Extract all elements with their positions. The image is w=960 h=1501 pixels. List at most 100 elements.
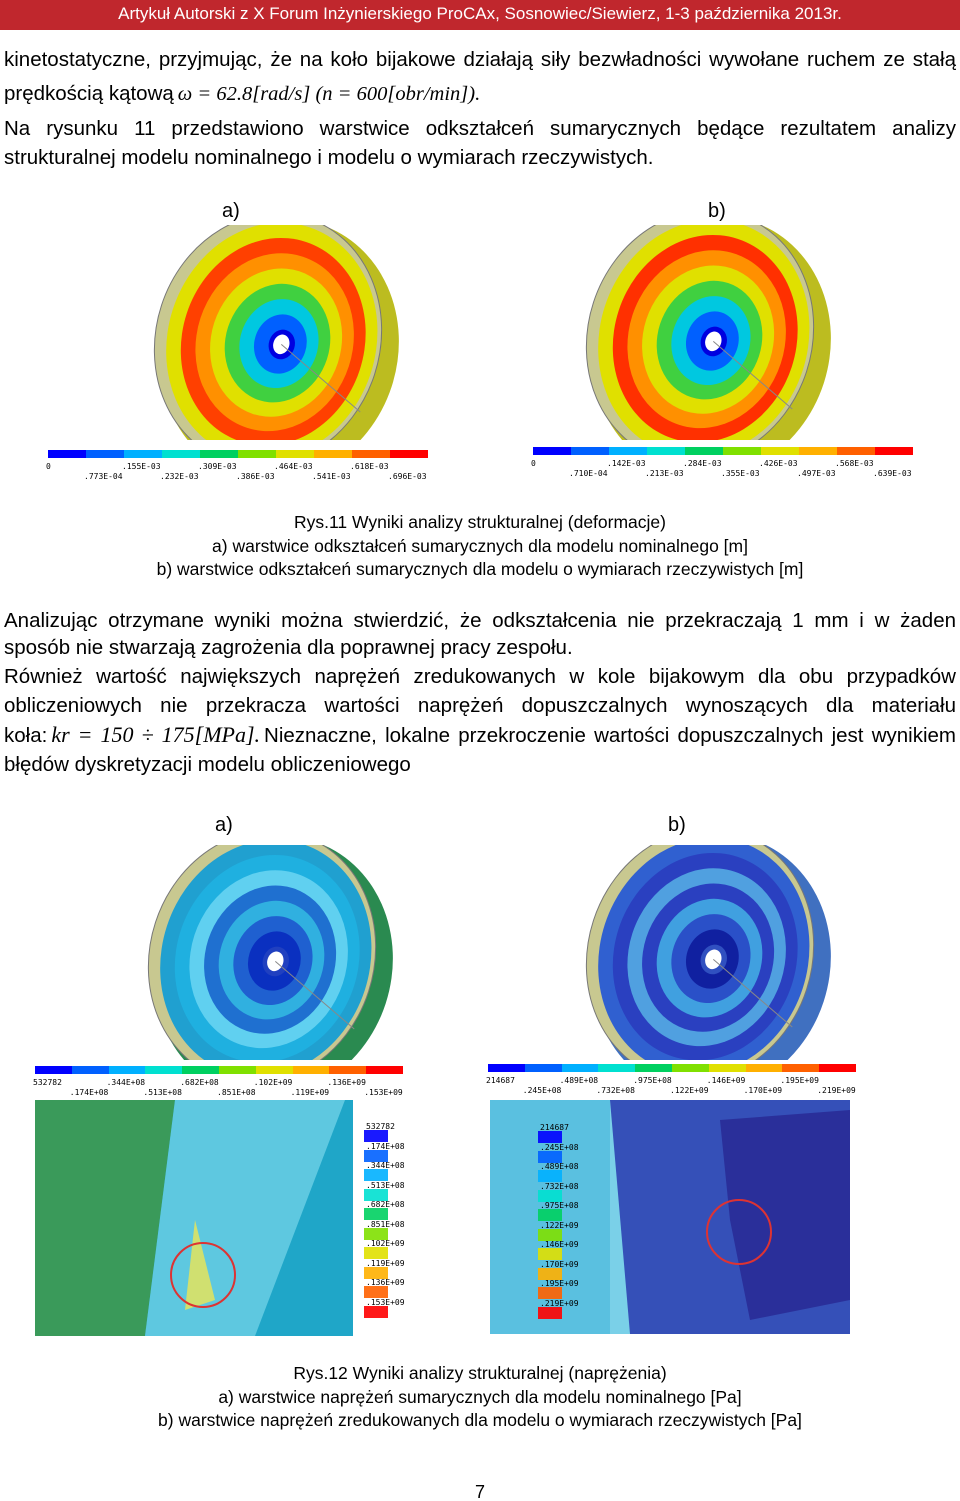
legend-label: .245E+08 (522, 1086, 562, 1095)
legend-swatch (364, 1247, 388, 1259)
legend-label: .851E+08 (217, 1088, 256, 1097)
paragraph-text: kinetostatyczne, przyjmując, że na koło … (4, 48, 956, 105)
legend-swatch (364, 1130, 388, 1142)
legend-label: .489E+08 (540, 1162, 579, 1171)
legend-swatch (124, 450, 162, 458)
render-shape (712, 958, 793, 1028)
legend-label: .146E+09 (706, 1076, 746, 1085)
legend-swatch (533, 447, 571, 455)
legend-label: .245E+08 (540, 1142, 579, 1152)
legend-swatch (524, 1064, 562, 1072)
legend-swatch (364, 1149, 388, 1162)
legend-swatch (538, 1306, 562, 1319)
formula: ω = 62.8[rad/s] (n = 600[obr/min]). (177, 83, 481, 105)
legend-label: .170E+09 (540, 1259, 579, 1269)
panel-label: b) (668, 814, 686, 836)
caption-line: Rys.12 Wyniki analizy strukturalnej (nap… (293, 1363, 667, 1383)
legend-swatch (598, 1064, 636, 1072)
legend-label: .122E+09 (670, 1086, 709, 1095)
legend-swatch (364, 1169, 388, 1181)
legend-swatch (875, 447, 913, 455)
legend-swatch (255, 1066, 293, 1074)
legend-label: .975E+08 (540, 1201, 579, 1210)
legend-swatch (609, 447, 647, 455)
legend-swatch (86, 450, 124, 458)
legend-label: 214687 (540, 1123, 569, 1132)
legend-swatch (761, 447, 799, 455)
legend-swatch (145, 1066, 183, 1074)
panel-label: a) (222, 200, 240, 222)
legend-swatch (48, 450, 86, 458)
paragraph: Analizując otrzymane wyniki można stwier… (4, 609, 956, 659)
legend-label: .386E-03 (236, 472, 275, 481)
paragraph: Również wartość największych naprężeń zr… (4, 662, 956, 779)
legend-swatch (647, 447, 685, 455)
legend-swatch (538, 1228, 562, 1241)
render-shape (273, 334, 290, 355)
legend-label: 0 (46, 462, 51, 471)
legend-label: .682E+08 (366, 1200, 405, 1209)
legend-label: .541E-03 (312, 472, 351, 481)
legend-label: .489E+08 (559, 1076, 599, 1085)
paragraph-text: Nieznaczne, lokalne przekroczenie wartoś… (4, 724, 956, 776)
paragraph: kinetostatyczne, przyjmując, że na koło … (4, 43, 956, 111)
legend-swatch (708, 1064, 746, 1072)
legend-label: .618E-03 (350, 462, 389, 471)
legend-label: .153E+09 (364, 1088, 403, 1097)
legend-swatch (219, 1066, 256, 1074)
page-number: 7 (474, 1482, 485, 1501)
legend-label: .155E-03 (122, 462, 161, 471)
legend-label: .122E+09 (540, 1220, 579, 1230)
legend-swatch (364, 1286, 388, 1298)
legend-swatch (538, 1248, 562, 1260)
render-shape (274, 960, 355, 1030)
render-shape (267, 951, 284, 972)
legend-label: .710E-04 (569, 469, 608, 478)
formula: kr = 150 ÷ 175[MPa]. (51, 722, 261, 747)
legend-swatch (571, 447, 609, 455)
render-shape (712, 340, 793, 410)
render-shape (280, 343, 361, 413)
legend-label: .568E-03 (835, 459, 874, 468)
legend-swatch (819, 1064, 856, 1072)
legend-label: .344E+08 (366, 1161, 405, 1170)
legend-swatch (352, 450, 390, 458)
legend-swatch (488, 1064, 525, 1072)
legend-label: .174E+08 (69, 1088, 109, 1097)
legend-label: .102E+09 (253, 1078, 293, 1087)
legend-swatch (364, 1208, 388, 1220)
wheel-render (153, 225, 399, 440)
legend-label: .284E-03 (683, 459, 722, 468)
legend-swatch (538, 1150, 562, 1163)
legend-swatch (837, 447, 875, 455)
legend-label: .773E-04 (84, 472, 123, 481)
wheel-render (585, 845, 831, 1060)
legend-swatch (292, 1066, 330, 1074)
caption-line: a) warstwice odkształceń sumarycznych dl… (212, 535, 748, 556)
legend-swatch (799, 447, 837, 455)
legend-label: .426E-03 (759, 459, 798, 468)
legend-swatch (162, 450, 200, 458)
legend-swatch (238, 450, 276, 458)
legend-label: .732E+08 (540, 1181, 579, 1191)
figure-images (153, 225, 831, 440)
legend-label: .497E-03 (797, 469, 836, 478)
legend-label: .732E+08 (596, 1086, 635, 1095)
legend-swatch (561, 1064, 599, 1072)
legend-label: .153E+09 (366, 1297, 405, 1307)
figure-images (147, 845, 831, 1060)
legend-swatch (314, 450, 352, 458)
legend-label: .146E+09 (540, 1240, 579, 1249)
legend-label: .344E+08 (106, 1078, 146, 1087)
legend-swatch (108, 1066, 146, 1074)
legend-label: .119E+09 (290, 1088, 330, 1097)
panel-label: b) (708, 200, 726, 222)
legend-label: .513E+08 (366, 1180, 405, 1190)
legend-label: .174E+08 (366, 1141, 405, 1151)
legend-label: 214687 (486, 1076, 515, 1085)
header-bar (0, 0, 960, 30)
legend-label: .219E+09 (540, 1298, 579, 1308)
panel-label: a) (215, 814, 233, 836)
legend-swatch (685, 447, 723, 455)
legend-swatch (635, 1064, 672, 1072)
